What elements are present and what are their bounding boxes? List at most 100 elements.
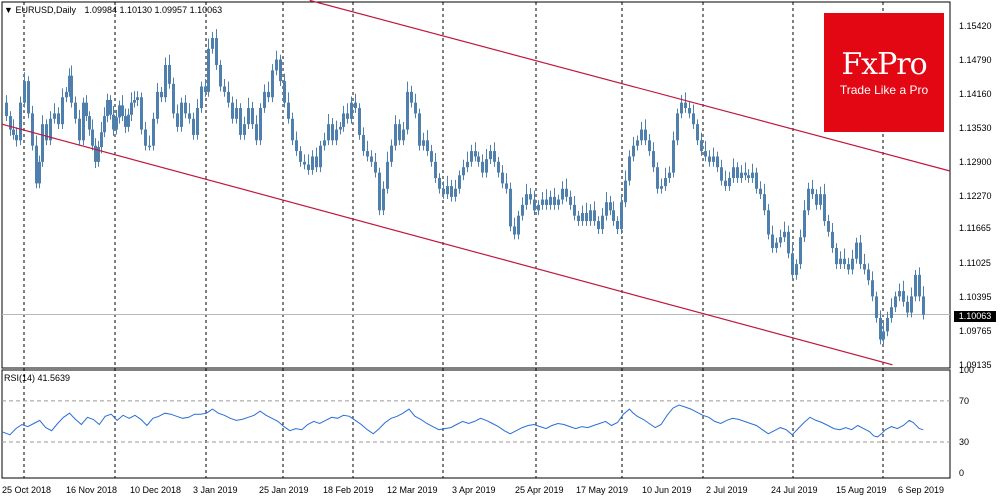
candle-body [835, 247, 838, 265]
candle-body [454, 188, 457, 197]
candle-body [529, 194, 532, 200]
candle-body [271, 70, 274, 98]
candle-body [779, 237, 782, 243]
candle-body [430, 151, 433, 162]
candle-body [5, 102, 8, 117]
candle-body [585, 212, 588, 222]
logo-tagline: Trade Like a Pro [839, 83, 929, 97]
candle-body [41, 124, 44, 162]
candle-body [243, 124, 246, 135]
candle-body [255, 124, 258, 141]
candle-body [78, 118, 81, 141]
candle-body [720, 167, 723, 181]
date-tick-label: 12 Mar 2019 [387, 485, 438, 495]
candle-body [918, 274, 921, 297]
candle-body [251, 108, 254, 125]
candle-body [315, 156, 318, 168]
candle-body [553, 196, 556, 205]
candle-body [696, 124, 699, 141]
candle-body [184, 102, 187, 114]
candle-body [152, 118, 155, 146]
candle-body [103, 116, 106, 133]
candle-body [557, 199, 560, 205]
candle-body [422, 140, 425, 146]
candle-body [561, 188, 564, 200]
candle-body [736, 167, 739, 179]
candle-body [57, 113, 60, 125]
date-tick-label: 24 Jul 2019 [771, 485, 818, 495]
rsi-tick-label: 0 [959, 467, 965, 478]
candle-body [215, 38, 218, 65]
candle-body [565, 188, 568, 197]
candle-body [446, 186, 449, 195]
chart-frame [1, 1, 951, 479]
candle-body [311, 156, 314, 170]
candle-body [458, 175, 461, 189]
price-tick-label: 1.13530 [959, 122, 992, 133]
candle-body [879, 317, 882, 340]
candle-body [148, 145, 151, 148]
candle-body [827, 221, 830, 232]
candle-body [616, 221, 619, 230]
candle-body [811, 188, 814, 195]
candle-body [751, 172, 754, 179]
candle-body [501, 172, 504, 184]
candle-body [708, 156, 711, 162]
candle-body [65, 91, 68, 98]
candle-body [914, 274, 917, 297]
candle-body [609, 202, 612, 211]
candle-body [299, 151, 302, 162]
candle-body [45, 124, 48, 141]
candle-body [783, 231, 786, 238]
candle-body [545, 199, 548, 205]
candle-body [207, 48, 210, 92]
candle-body [886, 317, 889, 332]
candle-body [728, 178, 731, 187]
candle-body [130, 102, 133, 115]
candle-body [847, 264, 850, 270]
candle-body [100, 132, 103, 148]
candle-body [894, 296, 897, 308]
candle-body [378, 172, 381, 211]
candle-body [819, 194, 822, 205]
symbol-header: ▼ EURUSD,Daily 1.09984 1.10130 1.09957 1… [4, 5, 222, 16]
candle-body [601, 215, 604, 230]
candle-body [906, 301, 909, 313]
candle-body [759, 188, 762, 195]
date-tick-label: 25 Apr 2019 [515, 485, 564, 495]
candle-body [823, 194, 826, 222]
candle-body [577, 215, 580, 222]
candle-body [692, 113, 695, 125]
candle-body [426, 140, 429, 152]
candle-body [672, 140, 675, 173]
candle-body [462, 167, 465, 176]
candle-body [180, 102, 183, 127]
ohlc-values: 1.09984 1.10130 1.09957 1.10063 [84, 5, 223, 15]
candle-body [450, 186, 453, 197]
candle-body [799, 237, 802, 265]
candle-body [664, 178, 667, 187]
channel-line-lower [1, 123, 893, 366]
price-tick-label: 1.15420 [959, 21, 992, 32]
date-tick-label: 25 Jan 2019 [259, 485, 309, 495]
candle-body [875, 296, 878, 318]
candle-body [573, 204, 576, 216]
candle-body [767, 210, 770, 235]
candle-body [414, 102, 417, 114]
candle-body [23, 81, 26, 103]
price-tick-label: 1.11665 [959, 223, 991, 234]
candle-body [279, 59, 282, 82]
date-tick-label: 6 Sep 2019 [898, 485, 945, 495]
candle-body [521, 204, 524, 216]
date-tick-label: 25 Oct 2018 [2, 485, 52, 495]
candlestick-series [5, 29, 925, 345]
candle-body [716, 156, 719, 168]
candle-body [680, 102, 683, 114]
candle-body [922, 296, 925, 315]
candle-body [890, 307, 893, 318]
candle-body [660, 186, 663, 189]
rsi-series [1, 404, 924, 438]
collapse-triangle-icon[interactable]: ▼ [4, 5, 13, 15]
price-tick-label: 1.09135 [959, 359, 992, 370]
